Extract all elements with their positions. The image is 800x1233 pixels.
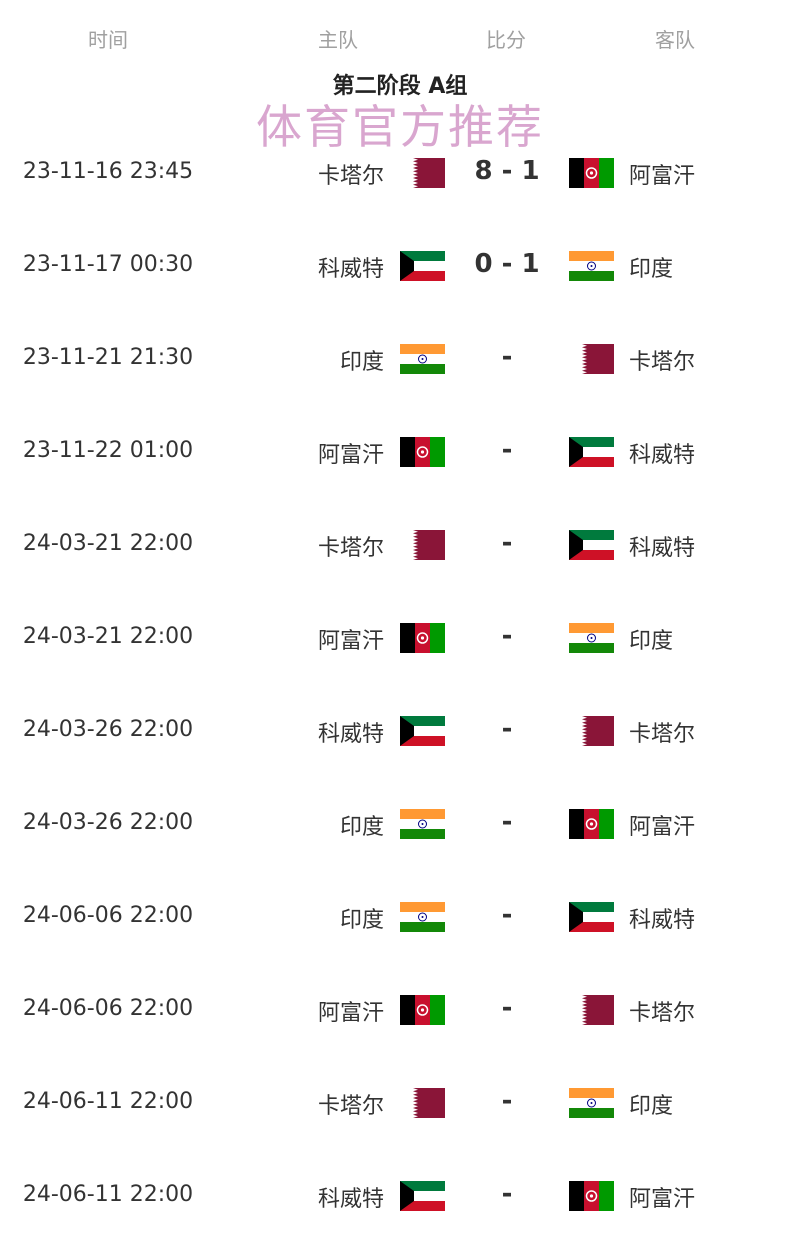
- match-score: -: [501, 528, 513, 558]
- home-team: 阿富汗: [317, 629, 384, 654]
- away-team: 印度: [629, 629, 674, 654]
- match-time: 24-06-11 22:00: [22, 1089, 194, 1114]
- away-team: 印度: [629, 1094, 674, 1119]
- kuwait-flag-icon: [400, 1181, 445, 1211]
- india-flag-icon: [400, 809, 445, 839]
- afghanistan-flag-icon: [569, 158, 614, 188]
- afghanistan-flag-icon: [400, 995, 445, 1025]
- away-team: 卡塔尔: [629, 1001, 696, 1026]
- match-row[interactable]: 23-11-17 00:30 科威特 0 - 1 印度: [0, 246, 800, 286]
- kuwait-flag-icon: [569, 902, 614, 932]
- qatar-flag-icon: [569, 995, 614, 1025]
- match-score: 0 - 1: [474, 249, 540, 279]
- home-team: 印度: [339, 815, 384, 840]
- match-score: -: [501, 900, 513, 930]
- match-time: 24-03-21 22:00: [22, 624, 194, 649]
- home-team: 卡塔尔: [317, 1094, 384, 1119]
- home-team: 卡塔尔: [317, 536, 384, 561]
- afghanistan-flag-icon: [400, 623, 445, 653]
- away-team: 卡塔尔: [629, 722, 696, 747]
- match-score: -: [501, 714, 513, 744]
- match-time: 24-03-21 22:00: [22, 531, 194, 556]
- home-team: 卡塔尔: [317, 164, 384, 189]
- kuwait-flag-icon: [400, 251, 445, 281]
- match-time: 24-03-26 22:00: [22, 810, 194, 835]
- away-team: 科威特: [629, 908, 696, 933]
- away-team: 阿富汗: [629, 164, 696, 189]
- header-time: 时间: [88, 28, 128, 52]
- away-team: 卡塔尔: [629, 350, 696, 375]
- match-score: -: [501, 621, 513, 651]
- away-team: 科威特: [629, 536, 696, 561]
- match-score: -: [501, 993, 513, 1023]
- home-team: 印度: [339, 350, 384, 375]
- qatar-flag-icon: [569, 716, 614, 746]
- watermark: 体育官方推荐: [256, 100, 544, 154]
- home-team: 科威特: [317, 1187, 384, 1212]
- india-flag-icon: [400, 344, 445, 374]
- match-row[interactable]: 24-03-26 22:00 科威特 - 卡塔尔: [0, 711, 800, 751]
- kuwait-flag-icon: [400, 716, 445, 746]
- kuwait-flag-icon: [569, 437, 614, 467]
- qatar-flag-icon: [400, 1088, 445, 1118]
- home-team: 阿富汗: [317, 1001, 384, 1026]
- match-time: 24-06-06 22:00: [22, 903, 194, 928]
- match-row[interactable]: 23-11-16 23:45 卡塔尔 8 - 1 阿富汗: [0, 153, 800, 193]
- home-team: 科威特: [317, 257, 384, 282]
- match-row[interactable]: 23-11-21 21:30 印度 - 卡塔尔: [0, 339, 800, 379]
- match-row[interactable]: 24-03-26 22:00 印度 - 阿富汗: [0, 804, 800, 844]
- match-time: 24-03-26 22:00: [22, 717, 194, 742]
- match-row[interactable]: 23-11-22 01:00 阿富汗 - 科威特: [0, 432, 800, 472]
- header-away: 客队: [655, 28, 695, 52]
- match-score: 8 - 1: [474, 156, 540, 186]
- match-score: -: [501, 435, 513, 465]
- home-team: 阿富汗: [317, 443, 384, 468]
- kuwait-flag-icon: [569, 530, 614, 560]
- match-score: -: [501, 1086, 513, 1116]
- match-score: -: [501, 342, 513, 372]
- india-flag-icon: [400, 902, 445, 932]
- match-time: 23-11-22 01:00: [22, 438, 194, 463]
- india-flag-icon: [569, 1088, 614, 1118]
- match-row[interactable]: 24-06-06 22:00 印度 - 科威特: [0, 897, 800, 937]
- match-time: 23-11-17 00:30: [22, 252, 194, 277]
- away-team: 印度: [629, 257, 674, 282]
- afghanistan-flag-icon: [400, 437, 445, 467]
- match-row[interactable]: 24-06-11 22:00 卡塔尔 - 印度: [0, 1083, 800, 1123]
- home-team: 科威特: [317, 722, 384, 747]
- afghanistan-flag-icon: [569, 809, 614, 839]
- home-team: 印度: [339, 908, 384, 933]
- match-time: 23-11-21 21:30: [22, 345, 194, 370]
- match-row[interactable]: 24-06-06 22:00 阿富汗 - 卡塔尔: [0, 990, 800, 1030]
- away-team: 阿富汗: [629, 1187, 696, 1212]
- header-score: 比分: [486, 28, 526, 52]
- away-team: 阿富汗: [629, 815, 696, 840]
- match-row[interactable]: 24-03-21 22:00 阿富汗 - 印度: [0, 618, 800, 658]
- match-time: 24-06-06 22:00: [22, 996, 194, 1021]
- afghanistan-flag-icon: [569, 1181, 614, 1211]
- group-title: 第二阶段 A组: [332, 74, 468, 99]
- india-flag-icon: [569, 251, 614, 281]
- match-row[interactable]: 24-06-11 22:00 科威特 - 阿富汗: [0, 1176, 800, 1216]
- qatar-flag-icon: [569, 344, 614, 374]
- match-score: -: [501, 807, 513, 837]
- match-time: 24-06-11 22:00: [22, 1182, 194, 1207]
- match-time: 23-11-16 23:45: [22, 159, 194, 184]
- match-score: -: [501, 1179, 513, 1209]
- qatar-flag-icon: [400, 158, 445, 188]
- away-team: 科威特: [629, 443, 696, 468]
- header-home: 主队: [318, 28, 358, 52]
- qatar-flag-icon: [400, 530, 445, 560]
- match-row[interactable]: 24-03-21 22:00 卡塔尔 - 科威特: [0, 525, 800, 565]
- india-flag-icon: [569, 623, 614, 653]
